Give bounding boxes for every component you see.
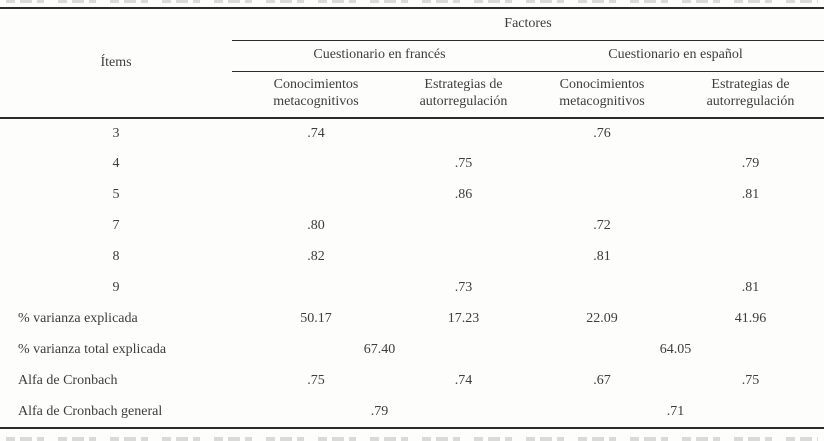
table-body: 3 .74 .76 4 .75 .79 5 .86 .81 7 [0, 118, 824, 428]
header-group-frances: Cuestionario en francés [232, 40, 527, 72]
row-label: 5 [112, 187, 120, 203]
cell-value [400, 118, 527, 149]
table-row-item-5: 5 .86 .81 [0, 180, 824, 211]
row-label: 3 [112, 125, 120, 141]
cell-value: .81 [741, 187, 760, 203]
table-row-item-3: 3 .74 .76 [0, 118, 824, 149]
row-label: % varianza total explicada [18, 342, 167, 358]
cell-value: .67 [593, 373, 611, 389]
row-label: 7 [112, 218, 120, 234]
row-label: 9 [112, 280, 120, 296]
row-label: % varianza explicada [18, 311, 138, 327]
cell-value: .75 [741, 373, 760, 389]
cell-value: .74 [454, 373, 473, 389]
row-label: Alfa de Cronbach [18, 373, 118, 389]
row-label: 4 [112, 156, 120, 172]
table-row-varianza-total: % varianza total explicada 67.40 64.05 [0, 335, 824, 366]
row-label: Alfa de Cronbach general [18, 403, 163, 419]
cell-value-span-espanol: .71 [666, 403, 685, 419]
cell-value: .81 [593, 249, 611, 265]
cell-value [527, 149, 677, 180]
header-row-groups: Cuestionario en francés Cuestionario en … [0, 40, 824, 72]
header-row-columns: Conocimientos metacognitivos Estrategias… [0, 71, 824, 119]
table-row-item-9: 9 .73 .81 [0, 273, 824, 304]
table-row-item-4: 4 .75 .79 [0, 149, 824, 180]
cell-value [400, 242, 527, 273]
cell-value [677, 242, 824, 273]
cell-value: .82 [307, 249, 325, 265]
header-factores: Factores [232, 8, 824, 41]
row-label: 8 [112, 249, 120, 265]
cell-value [527, 273, 677, 304]
cell-value [527, 180, 677, 211]
header-col-fr-conocimientos: Conocimientos metacognitivos [232, 71, 400, 119]
header-col-es-conocimientos: Conocimientos metacognitivos [527, 71, 677, 119]
cell-value: .86 [454, 187, 473, 203]
header-col-es-estrategias: Estrategias de autorregulación [677, 71, 824, 119]
cell-value: .79 [741, 156, 760, 172]
cropped-text-top [6, 0, 818, 3]
cell-value [232, 180, 400, 211]
table-header: Ítems Factores Cuestionario en francés C… [0, 8, 824, 119]
cell-value: 41.96 [734, 311, 767, 327]
cell-value: .76 [593, 125, 611, 141]
cell-value: 22.09 [586, 311, 618, 327]
cell-value: 17.23 [447, 311, 480, 327]
cell-value: .75 [454, 156, 473, 172]
cell-value: .80 [307, 218, 325, 234]
cell-value: 50.17 [300, 311, 332, 327]
cell-value: .73 [454, 280, 473, 296]
cell-value-span-espanol: 64.05 [659, 342, 692, 358]
cell-value: .81 [741, 280, 760, 296]
header-group-espanol: Cuestionario en español [527, 40, 824, 72]
table-row-item-8: 8 .82 .81 [0, 242, 824, 273]
table-row-alfa-cronbach-general: Alfa de Cronbach general .79 .71 [0, 397, 824, 428]
factor-loadings-table: Ítems Factores Cuestionario en francés C… [0, 7, 824, 429]
table-row-item-7: 7 .80 .72 [0, 211, 824, 242]
header-row-factores: Ítems Factores [0, 8, 824, 119]
cell-value [677, 118, 824, 149]
header-items: Ítems [0, 8, 232, 119]
cell-value: .75 [307, 373, 325, 389]
cropped-text-bottom [6, 437, 818, 441]
table-row-alfa-cronbach: Alfa de Cronbach .75 .74 .67 .75 [0, 366, 824, 397]
cell-value [232, 149, 400, 180]
cell-value [232, 273, 400, 304]
cell-value-span-frances: .79 [370, 403, 389, 419]
cell-value: .74 [307, 125, 325, 141]
cell-value-span-frances: 67.40 [363, 342, 396, 358]
table-row-varianza-explicada: % varianza explicada 50.17 17.23 22.09 4… [0, 304, 824, 335]
cell-value: .72 [593, 218, 611, 234]
cell-value [400, 211, 527, 242]
header-col-fr-estrategias: Estrategias de autorregulación [400, 71, 527, 119]
cell-value [677, 211, 824, 242]
